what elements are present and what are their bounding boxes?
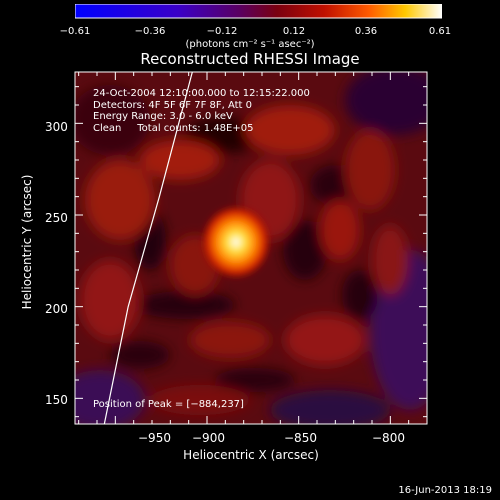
- colorbar-tick-label: 0.36: [354, 26, 378, 37]
- energy-range: Energy Range: 3.0 - 6.0 keV: [93, 111, 233, 122]
- detectors-info: Detectors: 4F 5F 6F 7F 8F, Att 0: [93, 99, 253, 111]
- colorbar: [75, 4, 442, 19]
- y-axis-label: Heliocentric Y (arcsec): [20, 174, 34, 310]
- colorbar-unit: (photons cm⁻² s⁻¹ asec⁻²): [185, 39, 315, 50]
- solar-limb-curve: [103, 72, 193, 424]
- colorbar-ticks: −0.61 −0.36 −0.12 0.12 0.36 0.61: [60, 26, 451, 38]
- heatmap-structure: [75, 72, 427, 424]
- y-tick-label: 250: [45, 211, 68, 225]
- footer-date: 16-Jun-2013 18:19: [398, 485, 492, 496]
- x-tick-label: −900: [192, 431, 225, 445]
- heatmap-image: [75, 72, 427, 424]
- peak-position-label: Position of Peak = [−884,237]: [93, 399, 244, 410]
- chart-title: Reconstructed RHESSI Image: [140, 50, 360, 68]
- y-tick-label: 150: [45, 393, 68, 407]
- x-axis-ticks: [78, 72, 428, 424]
- colorbar-tick-label: −0.61: [59, 26, 91, 37]
- x-tick-label: −950: [138, 431, 171, 445]
- clean-total-counts: Clean Total counts: 1.48E+05: [93, 122, 254, 134]
- colorbar-tick-label: −0.12: [206, 26, 238, 37]
- x-axis-label: Heliocentric X (arcsec): [183, 448, 319, 462]
- y-axis-ticks: [75, 86, 427, 418]
- colorbar-gradient: [75, 4, 442, 19]
- y-tick-label: 200: [45, 302, 68, 316]
- colorbar-tick-label: 0.12: [282, 26, 306, 37]
- plot-frame: [74, 71, 428, 425]
- x-tick-label: −850: [284, 431, 317, 445]
- x-tick-label: −800: [372, 431, 405, 445]
- time-range: 24-Oct-2004 12:10:00.000 to 12:15:22.000: [93, 88, 310, 99]
- colorbar-tick-label: −0.36: [134, 26, 166, 37]
- peak-source: [200, 204, 272, 280]
- colorbar-tick-label: 0.61: [428, 26, 452, 37]
- observation-info: 24-Oct-2004 12:10:00.000 to 12:15:22.000…: [93, 88, 310, 134]
- y-tick-label: 300: [45, 120, 68, 134]
